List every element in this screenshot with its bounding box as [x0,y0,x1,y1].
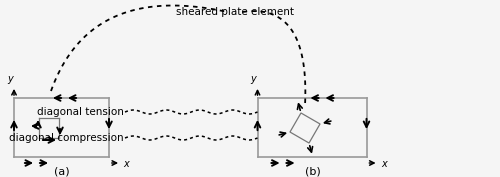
Text: y: y [250,74,256,84]
Text: sheared plate element: sheared plate element [176,7,294,17]
Text: x: x [381,159,387,169]
Text: (b): (b) [304,166,320,176]
Text: x: x [124,159,129,169]
Text: diagonal compression: diagonal compression [10,133,124,143]
Text: diagonal tension: diagonal tension [37,107,124,117]
Text: y: y [7,74,13,84]
Text: (a): (a) [54,166,70,176]
